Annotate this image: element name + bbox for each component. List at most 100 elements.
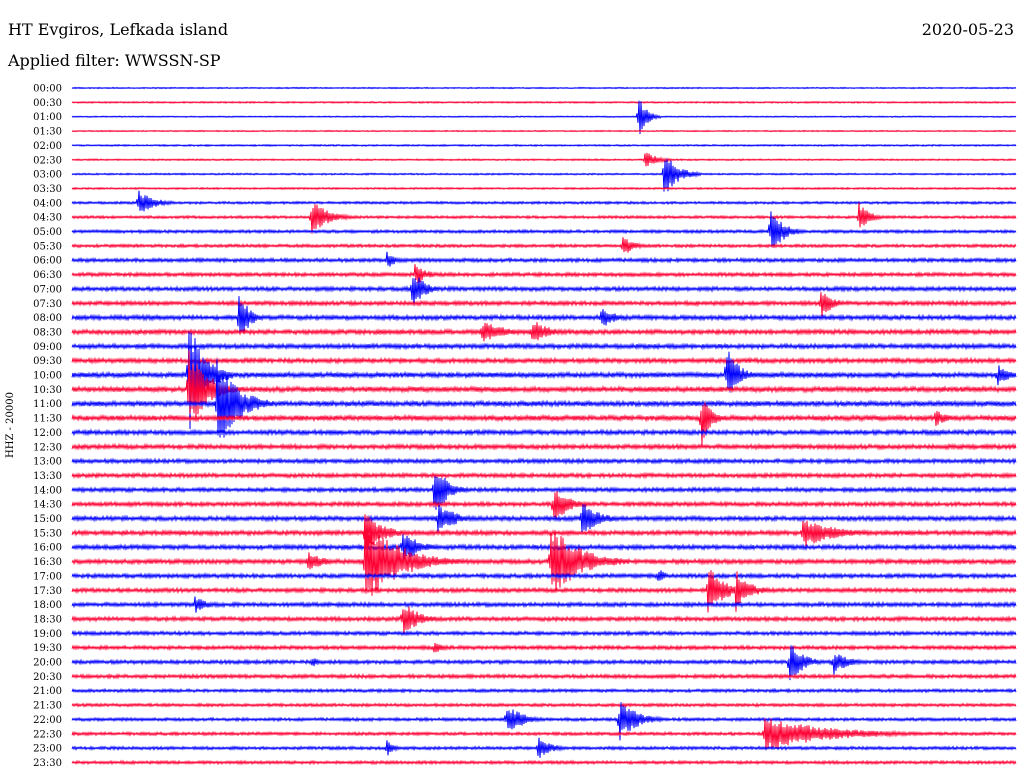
tick-label: 01:30 xyxy=(33,127,62,138)
trace-line xyxy=(71,264,1017,283)
tick-label: 20:00 xyxy=(33,658,62,669)
tick-label: 06:00 xyxy=(33,256,62,267)
tick-label: 02:00 xyxy=(33,141,62,152)
tick-label: 16:00 xyxy=(33,543,62,554)
trace-line xyxy=(71,159,1017,192)
tick-label: 07:00 xyxy=(33,284,62,295)
tick-label: 13:30 xyxy=(33,471,62,482)
trace-line xyxy=(71,504,1017,532)
trace-line xyxy=(71,86,1017,90)
trace-group xyxy=(71,86,1017,766)
tick-label: 00:30 xyxy=(33,98,62,109)
tick-label: 08:00 xyxy=(33,313,62,324)
trace-line xyxy=(71,702,1017,708)
tick-label: 03:30 xyxy=(33,184,62,195)
trace-line xyxy=(71,251,1017,267)
trace-line xyxy=(71,514,1017,549)
trace-line xyxy=(71,237,1017,253)
trace-line xyxy=(71,186,1017,191)
trace-line xyxy=(71,457,1017,466)
tick-label: 14:00 xyxy=(33,485,62,496)
trace-line xyxy=(71,356,1017,365)
tick-label: 10:00 xyxy=(33,371,62,382)
trace-line xyxy=(71,687,1017,694)
tick-label: 14:30 xyxy=(33,500,62,511)
tick-label: 10:30 xyxy=(33,385,62,396)
tick-label: 07:30 xyxy=(33,299,62,310)
time-tick-labels: 00:00 00:30 01:00 01:30 02:00 02:30 03:00 03:30… xyxy=(33,84,62,769)
trace-line xyxy=(71,596,1017,613)
tick-label: 23:30 xyxy=(33,758,62,769)
tick-label: 01:00 xyxy=(33,112,62,123)
trace-line xyxy=(71,629,1017,637)
tick-label: 08:30 xyxy=(33,327,62,338)
trace-line xyxy=(71,490,1017,521)
tick-label: 17:00 xyxy=(33,571,62,582)
tick-label: 22:00 xyxy=(33,715,62,726)
trace-line xyxy=(71,143,1017,148)
trace-line xyxy=(71,211,1017,249)
y-axis-label: HHZ - 20000 xyxy=(5,392,16,458)
tick-label: 16:30 xyxy=(33,557,62,568)
trace-line xyxy=(71,322,1017,342)
tick-label: 19:00 xyxy=(33,629,62,640)
trace-line xyxy=(71,342,1017,351)
filter-label: Applied filter: WWSSN-SP xyxy=(8,51,221,70)
tick-label: 11:00 xyxy=(33,399,62,410)
trace-line xyxy=(71,296,1017,333)
tick-label: 00:00 xyxy=(33,84,62,95)
trace-line xyxy=(71,402,1017,446)
tick-label: 13:00 xyxy=(33,457,62,468)
trace-line xyxy=(71,759,1017,766)
trace-line xyxy=(71,534,1017,562)
tick-label: 12:00 xyxy=(33,428,62,439)
tick-label: 21:00 xyxy=(33,686,62,697)
trace-line xyxy=(71,642,1017,653)
tick-label: 04:30 xyxy=(33,213,62,224)
tick-label: 18:00 xyxy=(33,600,62,611)
station-title: HT Evgiros, Lefkada island xyxy=(8,20,229,39)
date-label: 2020-05-23 xyxy=(921,20,1014,39)
trace-line xyxy=(71,190,1017,212)
trace-line xyxy=(71,359,1017,438)
tick-label: 23:00 xyxy=(33,744,62,755)
tick-label: 19:30 xyxy=(33,643,62,654)
trace-line xyxy=(71,428,1017,437)
trace-line xyxy=(71,129,1017,133)
trace-line xyxy=(71,672,1017,680)
trace-line xyxy=(71,702,1017,741)
trace-line xyxy=(71,152,1017,167)
trace-line xyxy=(71,718,1017,750)
tick-label: 02:30 xyxy=(33,155,62,166)
tick-label: 04:00 xyxy=(33,198,62,209)
tick-label: 05:30 xyxy=(33,241,62,252)
tick-label: 15:00 xyxy=(33,514,62,525)
tick-label: 22:30 xyxy=(33,729,62,740)
trace-line xyxy=(71,202,1017,234)
tick-label: 09:30 xyxy=(33,356,62,367)
trace-line xyxy=(71,645,1017,681)
trace-line xyxy=(71,570,1017,613)
trace-line xyxy=(71,292,1017,317)
trace-line xyxy=(71,277,1017,306)
trace-line xyxy=(71,442,1017,451)
trace-line xyxy=(71,570,1017,581)
tick-label: 20:30 xyxy=(33,672,62,683)
tick-label: 03:00 xyxy=(33,170,62,181)
tick-label: 09:00 xyxy=(33,342,62,353)
trace-line xyxy=(71,100,1017,105)
tick-label: 05:00 xyxy=(33,227,62,238)
trace-line xyxy=(71,331,1017,430)
trace-line xyxy=(71,100,1017,135)
tick-label: 12:30 xyxy=(33,442,62,453)
tick-label: 11:30 xyxy=(33,414,62,425)
trace-line xyxy=(71,476,1017,510)
trace-line xyxy=(71,471,1017,480)
tick-label: 17:30 xyxy=(33,586,62,597)
trace-line xyxy=(71,521,1017,596)
trace-line xyxy=(71,606,1017,634)
tick-label: 15:30 xyxy=(33,528,62,539)
trace-line xyxy=(71,350,1017,418)
trace-line xyxy=(71,737,1017,758)
